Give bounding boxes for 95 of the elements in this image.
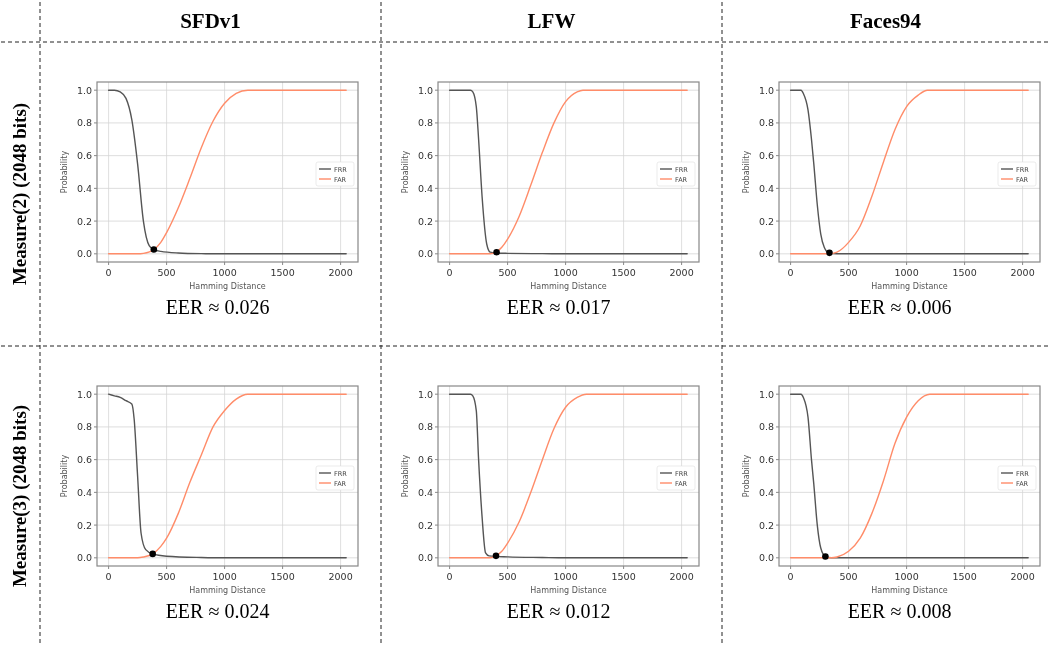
y-tick-label: 0.8 bbox=[417, 117, 433, 129]
y-tick-label: 0.0 bbox=[76, 552, 92, 564]
x-tick-label: 2000 bbox=[1010, 571, 1035, 582]
y-axis-title: Probability bbox=[401, 454, 410, 498]
x-tick-label: 500 bbox=[157, 267, 176, 278]
y-tick-label: 0.4 bbox=[758, 486, 774, 498]
x-tick-label: 1500 bbox=[952, 267, 977, 278]
y-tick-label: 0.4 bbox=[417, 182, 433, 194]
y-tick-label: 0.4 bbox=[76, 182, 92, 194]
x-tick-label: 1000 bbox=[894, 267, 919, 278]
x-tick-label: 500 bbox=[839, 267, 858, 278]
x-tick-label: 2000 bbox=[328, 571, 353, 582]
x-tick-label: 2000 bbox=[669, 267, 694, 278]
y-tick-label: 1.0 bbox=[758, 84, 774, 96]
y-tick-label: 0.0 bbox=[417, 552, 433, 564]
y-tick-label: 0.0 bbox=[76, 248, 92, 260]
y-tick-label: 0.8 bbox=[76, 117, 92, 129]
x-tick-label: 1500 bbox=[611, 267, 636, 278]
chart-title: Faces94 bbox=[849, 9, 922, 33]
y-tick-label: 1.0 bbox=[758, 388, 774, 400]
y-axis-title: Probability bbox=[742, 150, 751, 194]
x-tick-label: 500 bbox=[839, 571, 858, 582]
y-tick-label: 0.4 bbox=[758, 182, 774, 194]
y-tick-label: 1.0 bbox=[76, 388, 92, 400]
chart-title: LFW bbox=[527, 9, 576, 33]
x-tick-label: 1000 bbox=[553, 267, 578, 278]
text: EER ≈ 0.012 bbox=[506, 600, 611, 622]
x-axis-title: Hamming Distance bbox=[189, 586, 266, 595]
x-tick-label: 1500 bbox=[270, 267, 295, 278]
y-tick-label: 0.2 bbox=[76, 519, 92, 531]
x-tick-label: 1500 bbox=[611, 571, 636, 582]
text: Measure(2) (2048 bits) bbox=[9, 102, 31, 286]
x-tick-label: 1000 bbox=[553, 571, 578, 582]
line-series bbox=[107, 89, 347, 255]
y-tick-label: 1.0 bbox=[417, 84, 433, 96]
x-axis-title: Hamming Distance bbox=[871, 282, 948, 291]
x-tick-label: 0 bbox=[787, 267, 794, 278]
x-axis-title: Hamming Distance bbox=[189, 282, 266, 291]
y-tick-label: 0.0 bbox=[758, 248, 774, 260]
x-tick-label: 0 bbox=[787, 571, 794, 582]
text: EER ≈ 0.017 bbox=[506, 296, 611, 318]
text: EER ≈ 0.008 bbox=[847, 600, 952, 622]
text: EER ≈ 0.024 bbox=[165, 600, 270, 622]
y-tick-label: 0.8 bbox=[76, 421, 92, 433]
line-series bbox=[789, 393, 1029, 559]
y-tick-label: 0.2 bbox=[758, 215, 774, 227]
x-tick-label: 500 bbox=[498, 571, 517, 582]
line-series bbox=[448, 89, 688, 255]
y-tick-label: 0.8 bbox=[758, 421, 774, 433]
y-tick-label: 0.6 bbox=[76, 454, 92, 466]
y-tick-label: 0.4 bbox=[76, 486, 92, 498]
y-axis-title: Probability bbox=[60, 454, 69, 498]
y-tick-label: 0.2 bbox=[417, 519, 433, 531]
x-tick-label: 500 bbox=[498, 267, 517, 278]
x-tick-label: 2000 bbox=[328, 267, 353, 278]
y-tick-label: 0.6 bbox=[417, 454, 433, 466]
y-tick-label: 0.2 bbox=[758, 519, 774, 531]
x-axis-title: Hamming Distance bbox=[530, 282, 607, 291]
text: EER ≈ 0.026 bbox=[165, 296, 270, 318]
y-axis-title: Probability bbox=[742, 454, 751, 498]
x-tick-label: 0 bbox=[446, 571, 453, 582]
y-tick-label: 0.0 bbox=[417, 248, 433, 260]
y-tick-label: 0.8 bbox=[758, 117, 774, 129]
text: EER ≈ 0.006 bbox=[847, 296, 952, 318]
line-series bbox=[448, 393, 688, 559]
x-axis-title: Hamming Distance bbox=[871, 586, 948, 595]
y-tick-label: 0.8 bbox=[417, 421, 433, 433]
y-tick-label: 0.0 bbox=[758, 552, 774, 564]
x-tick-label: 0 bbox=[105, 267, 112, 278]
y-tick-label: 0.2 bbox=[76, 215, 92, 227]
y-tick-label: 0.6 bbox=[758, 150, 774, 162]
y-tick-label: 0.6 bbox=[417, 150, 433, 162]
y-tick-label: 0.6 bbox=[76, 150, 92, 162]
chart-title: SFDv1 bbox=[180, 9, 241, 33]
line-series bbox=[107, 393, 347, 559]
y-tick-label: 0.4 bbox=[417, 486, 433, 498]
x-tick-label: 1500 bbox=[270, 571, 295, 582]
y-tick-label: 0.2 bbox=[417, 215, 433, 227]
y-axis-title: Probability bbox=[60, 150, 69, 194]
x-tick-label: 0 bbox=[446, 267, 453, 278]
x-tick-label: 1000 bbox=[894, 571, 919, 582]
text: Measure(3) (2048 bits) bbox=[9, 404, 31, 588]
x-tick-label: 1500 bbox=[952, 571, 977, 582]
x-tick-label: 2000 bbox=[1010, 267, 1035, 278]
y-tick-label: 1.0 bbox=[417, 388, 433, 400]
x-tick-label: 500 bbox=[157, 571, 176, 582]
line-series bbox=[789, 89, 1029, 255]
y-axis-title: Probability bbox=[401, 150, 410, 194]
x-tick-label: 0 bbox=[105, 571, 112, 582]
x-tick-label: 2000 bbox=[669, 571, 694, 582]
x-tick-label: 1000 bbox=[212, 571, 237, 582]
y-tick-label: 0.6 bbox=[758, 454, 774, 466]
x-axis-title: Hamming Distance bbox=[530, 586, 607, 595]
x-tick-label: 1000 bbox=[212, 267, 237, 278]
y-tick-label: 1.0 bbox=[76, 84, 92, 96]
